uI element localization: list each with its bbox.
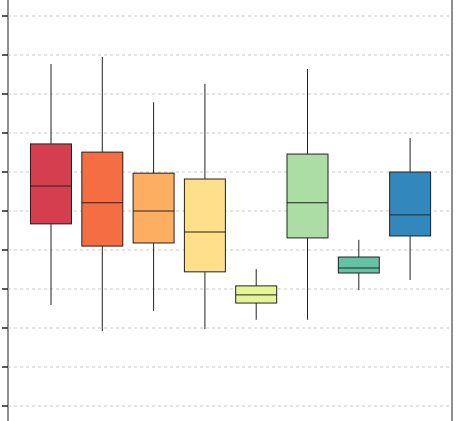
- box: [389, 171, 432, 237]
- box: [132, 172, 175, 244]
- box: [81, 151, 124, 247]
- box: [30, 143, 72, 225]
- box: [183, 178, 226, 273]
- box: [337, 256, 380, 274]
- box: [286, 153, 329, 239]
